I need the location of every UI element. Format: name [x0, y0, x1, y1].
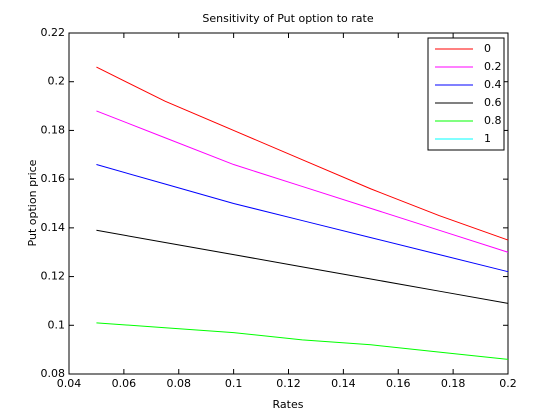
x-tick-label: 0.1	[225, 377, 243, 390]
y-tick-label: 0.08	[41, 367, 66, 380]
legend-label: 0.4	[484, 78, 502, 91]
x-tick-label: 0.08	[167, 377, 192, 390]
y-tick-label: 0.1	[48, 318, 66, 331]
x-tick-label: 0.06	[112, 377, 137, 390]
series-line	[96, 110, 509, 253]
y-axis-label: Put option price	[26, 159, 39, 246]
legend-label: 1	[484, 132, 491, 145]
x-axis-label: Rates	[273, 398, 304, 411]
legend-box	[427, 37, 505, 151]
x-tick-label: 0.14	[331, 377, 356, 390]
series-line	[96, 229, 509, 304]
y-tick-label: 0.18	[41, 123, 66, 136]
x-tick-label: 0.04	[57, 377, 82, 390]
y-tick-label: 0.2	[48, 75, 66, 88]
legend-label: 0	[484, 42, 491, 55]
series-line	[96, 66, 509, 241]
y-tick-label: 0.14	[41, 221, 66, 234]
chart-title: Sensitivity of Put option to rate	[202, 12, 373, 25]
legend-label: 0.6	[484, 96, 502, 109]
y-tick-label: 0.22	[41, 26, 66, 39]
x-tick-label: 0.2	[499, 377, 517, 390]
series-line	[96, 164, 509, 273]
x-tick-label: 0.18	[441, 377, 466, 390]
y-tick-label: 0.16	[41, 172, 66, 185]
x-tick-label: 0.12	[276, 377, 301, 390]
legend-label: 0.2	[484, 60, 502, 73]
y-tick-label: 0.12	[41, 270, 66, 283]
x-tick-label: 0.16	[386, 377, 411, 390]
series-line	[96, 322, 509, 360]
legend-label: 0.8	[484, 114, 502, 127]
